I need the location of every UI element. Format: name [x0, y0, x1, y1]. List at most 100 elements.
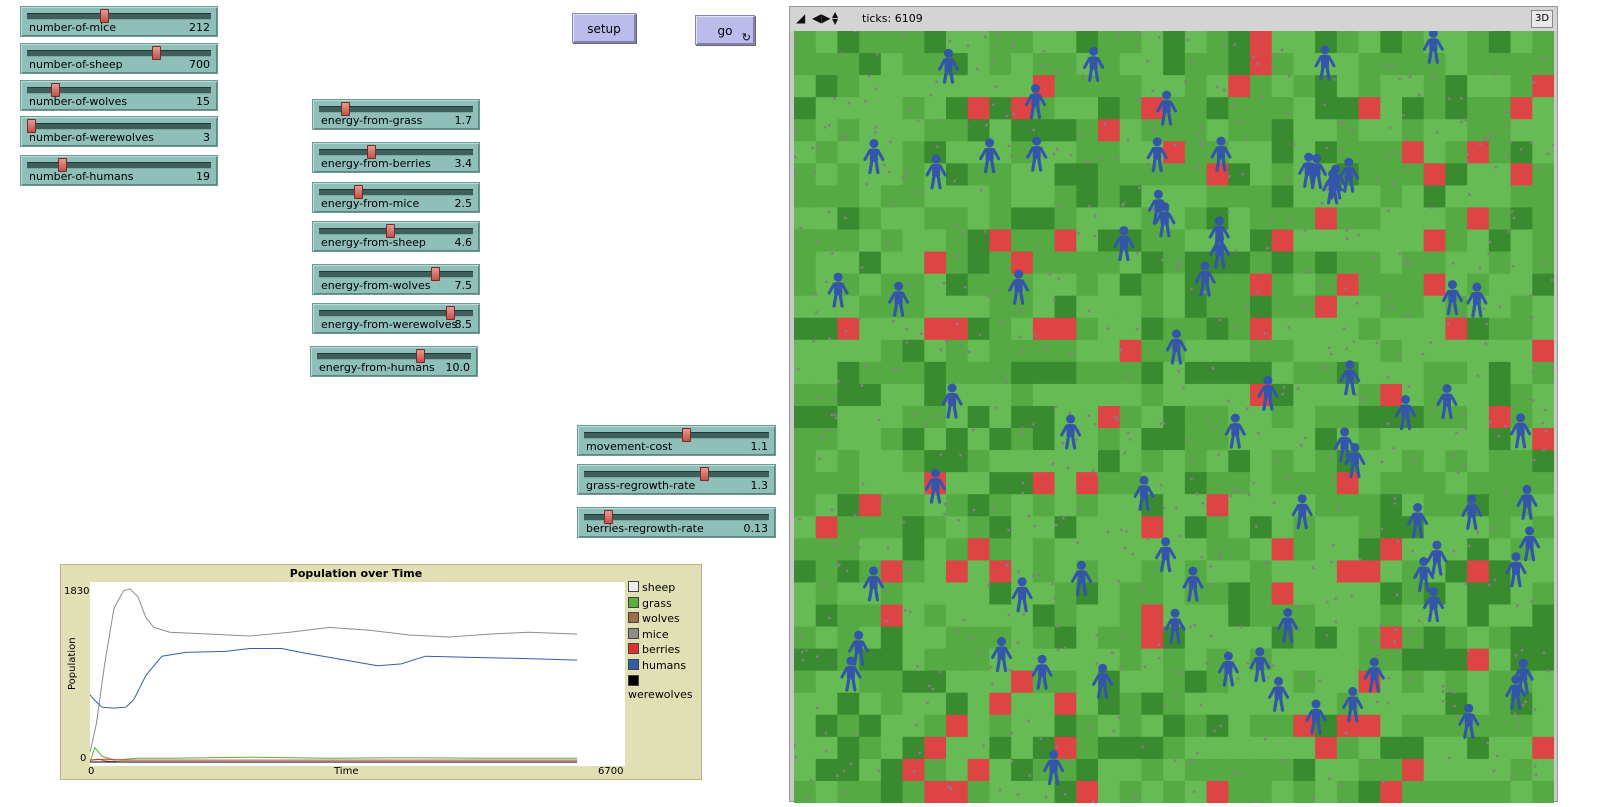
grass-patch	[1510, 141, 1533, 164]
slider-thumb[interactable]	[416, 349, 426, 363]
mouse-agent	[1376, 700, 1379, 704]
grass-patch	[1228, 207, 1251, 231]
grass-patch	[880, 714, 904, 738]
slider-thumb[interactable]	[151, 46, 161, 60]
berry-patch	[1423, 273, 1446, 297]
mouse-agent	[1031, 423, 1035, 426]
mouse-agent	[1010, 731, 1014, 735]
slider-thumb[interactable]	[681, 428, 691, 442]
slider-movement-cost[interactable]: movement-cost 1.1	[577, 425, 776, 456]
forever-loop-icon: ↻	[741, 31, 751, 44]
slider-thumb[interactable]	[367, 145, 377, 159]
grass-patch	[1423, 758, 1446, 782]
grass-patch	[946, 758, 969, 782]
grass-patch	[880, 516, 904, 539]
grass-patch	[989, 405, 1012, 429]
mouse-agent	[983, 230, 987, 233]
human-agent	[1505, 675, 1527, 711]
mouse-agent	[836, 380, 840, 383]
grass-patch	[967, 361, 990, 385]
slider-energy-from-berries[interactable]: energy-from-berries 3.4	[312, 142, 480, 173]
grass-patch	[837, 472, 860, 495]
grass-patch	[1467, 229, 1490, 253]
slider-number-of-wolves[interactable]: number-of-wolves 15	[20, 80, 218, 111]
grass-patch	[1098, 626, 1121, 650]
grass-patch	[1488, 251, 1512, 275]
slider-thumb[interactable]	[100, 9, 110, 23]
slider-thumb[interactable]	[353, 185, 363, 199]
slider-energy-from-humans[interactable]: energy-from-humans 10.0	[310, 346, 478, 377]
slider-thumb[interactable]	[430, 267, 440, 281]
grass-patch	[1358, 538, 1381, 561]
grass-patch	[1228, 119, 1251, 142]
mouse-agent	[1131, 552, 1134, 556]
zoom-icon[interactable]: ◢	[796, 11, 806, 25]
slider-track	[584, 432, 769, 439]
grass-patch	[1184, 339, 1208, 363]
mouse-agent	[1166, 648, 1170, 651]
slider-berries-regrowth-rate[interactable]: berries-regrowth-rate 0.13	[577, 507, 776, 538]
slider-label: energy-from-sheep	[321, 236, 426, 249]
mouse-agent	[1256, 290, 1260, 294]
grass-patch	[1271, 53, 1294, 76]
arrows-vertical-icon[interactable]: ▲ ▼	[832, 10, 839, 26]
3d-view-button[interactable]: 3D	[1531, 10, 1553, 28]
mouse-agent	[994, 288, 998, 291]
slider-number-of-sheep[interactable]: number-of-sheep 700	[20, 43, 218, 74]
slider-thumb[interactable]	[700, 467, 710, 481]
mouse-agent	[909, 567, 912, 570]
grass-patch	[1271, 141, 1294, 164]
berry-patch	[1076, 472, 1099, 495]
mouse-agent	[902, 520, 906, 524]
human-agent	[840, 656, 862, 692]
slider-thumb[interactable]	[445, 306, 455, 320]
mouse-agent	[1546, 669, 1549, 673]
grass-patch	[1380, 31, 1403, 54]
slider-energy-from-grass[interactable]: energy-from-grass 1.7	[312, 99, 480, 130]
mouse-agent	[1032, 128, 1036, 132]
grass-patch	[1163, 472, 1186, 495]
slider-thumb[interactable]	[604, 510, 614, 524]
slider-value: 19	[196, 170, 210, 183]
grass-patch	[1250, 141, 1273, 164]
mouse-agent	[1250, 347, 1254, 350]
slider-thumb[interactable]	[50, 83, 60, 97]
grass-patch	[1445, 560, 1468, 583]
world-grid[interactable]	[794, 31, 1554, 803]
mouse-agent	[1012, 112, 1016, 116]
grass-patch	[1488, 339, 1512, 363]
slider-energy-from-wolves[interactable]: energy-from-wolves 7.5	[312, 264, 480, 295]
slider-number-of-mice[interactable]: number-of-mice 212	[20, 6, 218, 37]
slider-thumb[interactable]	[57, 158, 67, 172]
slider-grass-regrowth-rate[interactable]: grass-regrowth-rate 1.3	[577, 464, 776, 495]
setup-button[interactable]: setup	[572, 13, 636, 43]
human-agent	[1071, 560, 1092, 596]
grass-patch	[1488, 670, 1512, 694]
mouse-agent	[996, 35, 999, 38]
mouse-agent	[929, 93, 933, 97]
grass-patch	[1336, 229, 1360, 253]
slider-energy-from-werewolves[interactable]: energy-from-werewolves 8.5	[312, 303, 480, 334]
mouse-agent	[1146, 162, 1150, 166]
grass-patch	[1032, 626, 1056, 650]
legend-label: grass	[642, 597, 672, 610]
slider-energy-from-sheep[interactable]: energy-from-sheep 4.6	[312, 221, 480, 252]
slider-number-of-werewolves[interactable]: number-of-werewolves 3	[20, 116, 218, 147]
grass-patch	[1423, 361, 1446, 385]
slider-thumb[interactable]	[341, 102, 351, 116]
legend-label: werewolves	[628, 688, 693, 701]
slider-number-of-humans[interactable]: number-of-humans 19	[20, 155, 218, 186]
grass-patch	[1336, 97, 1360, 120]
go-button[interactable]: go ↻	[695, 15, 755, 45]
slider-thumb[interactable]	[26, 119, 36, 133]
slider-thumb[interactable]	[385, 224, 395, 238]
grass-patch	[880, 736, 904, 760]
slider-value: 4.6	[454, 236, 473, 249]
grass-patch	[1402, 97, 1425, 120]
mouse-agent	[1175, 263, 1179, 267]
legend-swatch	[628, 643, 639, 654]
arrows-horizontal-icon[interactable]: ◀▶	[812, 11, 831, 25]
slider-energy-from-mice[interactable]: energy-from-mice 2.5	[312, 182, 480, 213]
berry-patch	[1098, 119, 1121, 142]
grass-patch	[880, 405, 904, 429]
